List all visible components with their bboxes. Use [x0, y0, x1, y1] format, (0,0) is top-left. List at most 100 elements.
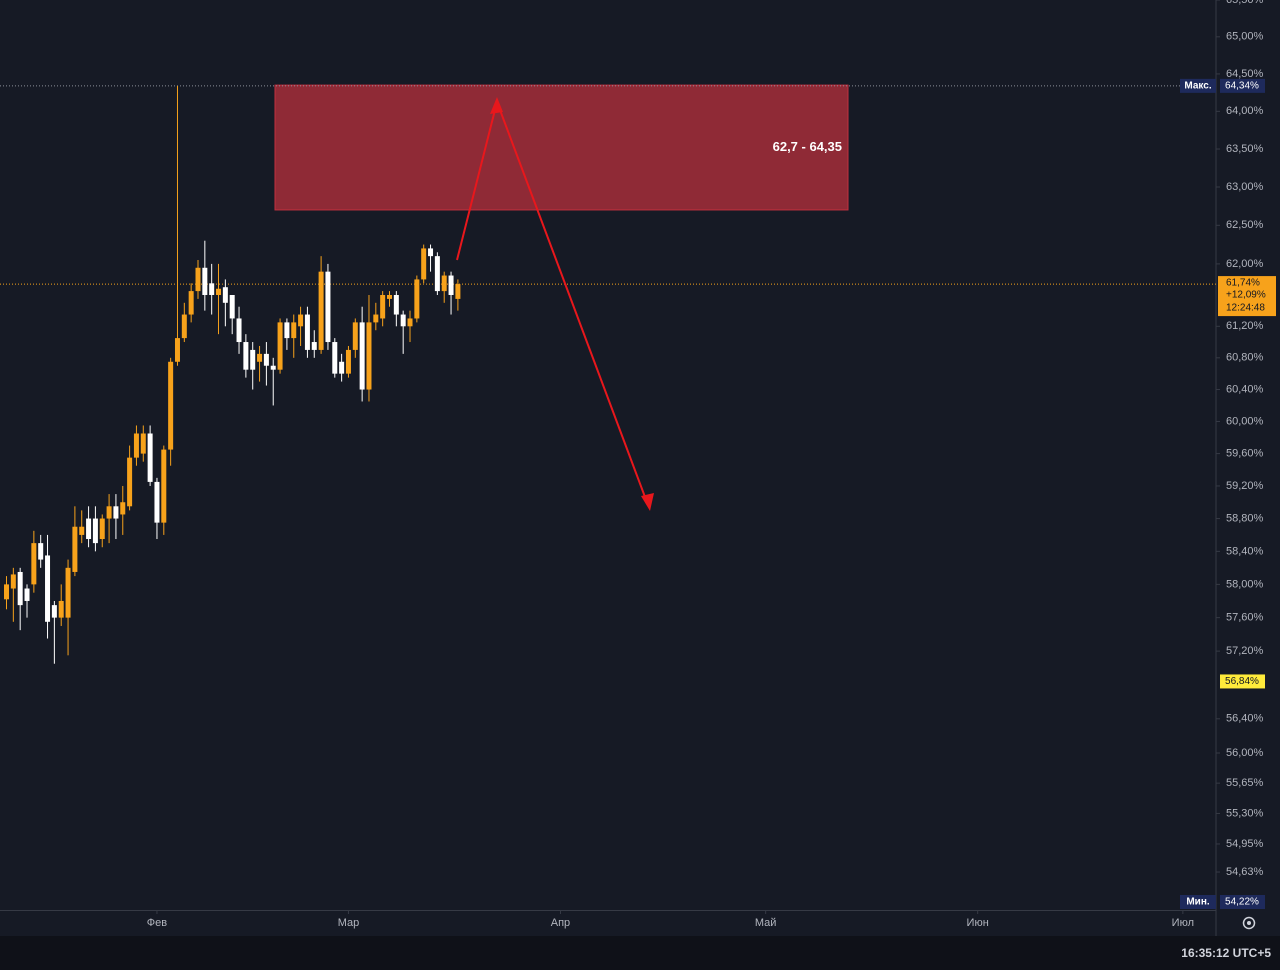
y-tick-label: 64,00% [1226, 105, 1264, 117]
y-tick-label: 58,40% [1226, 545, 1264, 557]
candle-body [72, 526, 78, 572]
candle-body [99, 518, 105, 540]
candle-body [366, 322, 372, 390]
y-tick-label: 59,20% [1226, 480, 1264, 492]
marker-box [1220, 674, 1265, 689]
candle-body [174, 338, 180, 362]
y-tick-label: 63,00% [1226, 181, 1264, 193]
candle-body [263, 353, 269, 366]
arrow-head [490, 97, 503, 114]
candle-body [277, 322, 283, 370]
arrow-head [641, 493, 654, 511]
y-tick-label: 60,80% [1226, 352, 1264, 364]
marker-tag-box [1180, 78, 1216, 93]
current-countdown: 12:24:48 [1226, 303, 1265, 314]
y-tick-label: 60,00% [1226, 415, 1264, 427]
y-tick-label: 56,40% [1226, 713, 1264, 725]
candle-body [291, 322, 297, 339]
candle-body [38, 543, 44, 560]
candle-body [257, 353, 263, 362]
candle-body [120, 502, 126, 515]
clock: 16:35:12 UTC+5 [1181, 946, 1271, 960]
target-zone [274, 84, 849, 211]
candle-body [250, 349, 256, 370]
candle-body [284, 322, 290, 339]
candle-body [407, 318, 413, 327]
current-box [1218, 276, 1276, 317]
candle-body [127, 457, 133, 507]
current-price: 61,74% [1226, 278, 1260, 289]
y-tick-label: 65,50% [1226, 0, 1264, 6]
y-tick-label: 58,80% [1226, 512, 1264, 524]
candle-body [352, 322, 358, 350]
candle-body [304, 314, 310, 350]
settings-icon[interactable] [1242, 916, 1256, 930]
candle-body [3, 584, 9, 600]
candle-body [441, 275, 447, 292]
candle-body [393, 294, 399, 315]
y-tick-label: 56,00% [1226, 747, 1264, 759]
candle-body [236, 318, 242, 343]
y-tick-label: 62,50% [1226, 219, 1264, 231]
candle-body [17, 571, 23, 606]
y-tick-label: 57,20% [1226, 645, 1264, 657]
candle-body [92, 518, 98, 544]
candle-body [298, 314, 304, 327]
marker-box [1220, 78, 1265, 93]
candle-body [181, 314, 187, 339]
candle-body [113, 506, 119, 519]
candle-body [339, 361, 345, 374]
x-tick-label: Июл [1172, 917, 1194, 929]
candle-body [414, 279, 420, 319]
candle-body [31, 543, 37, 585]
candle-body [359, 322, 365, 390]
x-tick-label: Май [755, 917, 777, 929]
candle-body [79, 526, 85, 535]
candle-body [133, 433, 139, 458]
candle-body [325, 271, 331, 343]
plot: 62,7 - 64,35 65,50% 65,00% 64,50% 64,00% 63,5… [0, 0, 1264, 929]
status-bar [0, 936, 1280, 970]
candle-body [421, 248, 427, 280]
marker-tag: Мин. [1186, 897, 1210, 908]
settings-dot [1247, 921, 1251, 925]
candle-body [195, 267, 201, 292]
candle-body [428, 248, 434, 257]
candle-body [222, 287, 228, 303]
candle-body [345, 349, 351, 374]
candle-body [202, 267, 208, 295]
y-tick-label: 54,95% [1226, 838, 1264, 850]
candle-body [188, 291, 194, 315]
y-tick-label: 63,50% [1226, 143, 1264, 155]
marker-tag-box [1180, 895, 1216, 909]
y-tick-label: 62,00% [1226, 258, 1264, 270]
y-tick-label: 64,50% [1226, 68, 1264, 80]
candle-body [434, 256, 440, 292]
current-change: +12,09% [1226, 290, 1266, 301]
y-tick-label: 60,40% [1226, 383, 1264, 395]
candle-body [147, 433, 153, 482]
candle-body [106, 506, 112, 519]
candle-body [161, 449, 167, 523]
candle-body [332, 342, 338, 374]
marker-box [1220, 895, 1265, 909]
candle-body [448, 275, 454, 295]
y-tick-label: 61,20% [1226, 320, 1264, 332]
candle-body [24, 588, 30, 601]
candle-body [311, 342, 317, 350]
marker-label: 64,34% [1225, 81, 1259, 92]
candle-body [140, 433, 146, 454]
y-tick-label: 58,00% [1226, 578, 1264, 590]
y-tick-label: 65,00% [1226, 31, 1264, 43]
candle-body [270, 365, 276, 370]
candle-body [65, 567, 71, 618]
candle-body [318, 271, 324, 350]
candle-body [51, 605, 57, 618]
candle-body [400, 314, 406, 327]
candle-body [455, 284, 461, 299]
x-tick-label: Фев [147, 917, 167, 929]
x-tick-label: Мар [338, 917, 360, 929]
x-tick-label: Апр [551, 917, 570, 929]
candle-body [154, 481, 160, 523]
marker-label: 56,84% [1225, 676, 1259, 687]
